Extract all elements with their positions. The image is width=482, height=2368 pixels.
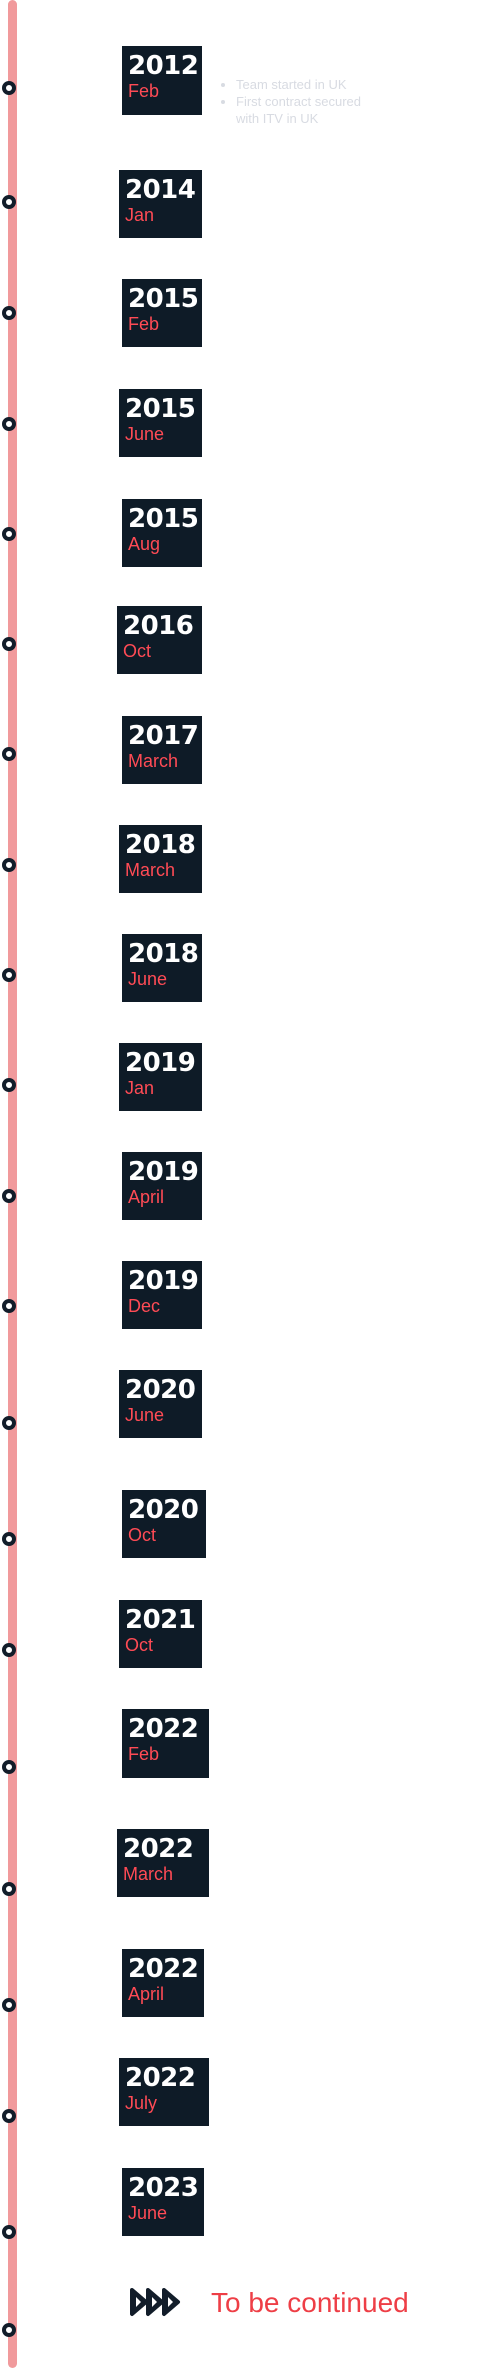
date-badge: 2018 June xyxy=(122,934,202,1002)
timeline-node xyxy=(2,1416,16,1430)
date-badge: 2022 Feb xyxy=(122,1709,209,1778)
to-be-continued-label: To be continued xyxy=(211,2287,409,2318)
date-badge: 2019 Jan xyxy=(119,1043,202,1111)
badge-year: 2019 xyxy=(125,1048,196,1078)
badge-month: Oct xyxy=(123,641,152,661)
badge-month: March xyxy=(125,860,176,880)
triple-play-arrows-icon xyxy=(130,2288,180,2316)
timeline-node xyxy=(2,968,16,982)
timeline-node xyxy=(2,1189,16,1203)
date-badge: 2015 Feb xyxy=(122,279,202,347)
milestone-note: First contract secured with ITV in UK xyxy=(236,93,386,127)
timeline-node xyxy=(2,1532,16,1546)
badge-month: July xyxy=(125,2093,158,2113)
badge-year: 2018 xyxy=(125,830,196,860)
date-badge: 2019 April xyxy=(122,1152,202,1220)
badge-year: 2021 xyxy=(125,1605,196,1635)
badge-month: Feb xyxy=(128,1744,160,1764)
badge-year: 2020 xyxy=(125,1375,196,1405)
badge-year: 2022 xyxy=(125,2063,196,2093)
badge-year: 2019 xyxy=(128,1266,199,1296)
badge-month: Aug xyxy=(128,534,161,554)
badge-month: Oct xyxy=(125,1635,154,1655)
badge-year: 2023 xyxy=(128,2173,199,2203)
badge-year: 2017 xyxy=(128,721,199,751)
milestone-notes: Team started in UK First contract secure… xyxy=(222,76,386,127)
timeline-node xyxy=(2,858,16,872)
date-badge: 2022 April xyxy=(122,1949,204,2017)
timeline-node xyxy=(2,81,16,95)
milestone-note: Team started in UK xyxy=(236,76,386,93)
date-badge: 2022 July xyxy=(119,2058,209,2126)
badge-month: March xyxy=(123,1864,174,1884)
timeline-node xyxy=(2,1760,16,1774)
timeline-node xyxy=(2,2323,16,2337)
timeline-node xyxy=(2,637,16,651)
badge-month: Oct xyxy=(128,1525,157,1545)
badge-month: June xyxy=(128,969,168,989)
timeline-node xyxy=(2,1078,16,1092)
badge-year: 2019 xyxy=(128,1157,199,1187)
badge-month: April xyxy=(128,1984,165,2004)
timeline-node xyxy=(2,747,16,761)
date-badge: 2020 June xyxy=(119,1370,202,1438)
date-badge: 2012 Feb xyxy=(122,46,202,115)
timeline-node xyxy=(2,1299,16,1313)
badge-year: 2015 xyxy=(128,504,199,534)
badge-year: 2022 xyxy=(128,1714,199,1744)
badge-month: Jan xyxy=(125,1078,155,1098)
timeline-node xyxy=(2,306,16,320)
date-badge: 2016 Oct xyxy=(117,606,202,674)
timeline-node xyxy=(2,1643,16,1657)
date-badge: 2015 Aug xyxy=(122,499,202,567)
badge-year: 2020 xyxy=(128,1495,199,1525)
date-badge: 2020 Oct xyxy=(122,1490,206,1558)
badge-month: Jan xyxy=(125,205,155,225)
badge-month: March xyxy=(128,751,179,771)
date-badge: 2015 June xyxy=(119,389,202,457)
badge-month: June xyxy=(125,424,165,444)
timeline-node xyxy=(2,2225,16,2239)
badge-month: Feb xyxy=(128,314,160,334)
badge-year: 2018 xyxy=(128,939,199,969)
date-badge: 2014 Jan xyxy=(119,170,202,238)
timeline-node xyxy=(2,417,16,431)
badge-month: April xyxy=(128,1187,165,1207)
date-badge: 2022 March xyxy=(117,1829,209,1897)
date-badge: 2018 March xyxy=(119,825,202,893)
badge-year: 2015 xyxy=(125,394,196,424)
badge-year: 2014 xyxy=(125,175,196,205)
date-badge: 2021 Oct xyxy=(119,1600,202,1668)
badge-year: 2016 xyxy=(123,611,194,641)
timeline-line xyxy=(8,0,17,2368)
badge-year: 2015 xyxy=(128,284,199,314)
timeline-node xyxy=(2,527,16,541)
date-badge: 2023 June xyxy=(122,2168,204,2236)
badge-month: Dec xyxy=(128,1296,161,1316)
badge-month: Feb xyxy=(128,81,160,101)
timeline-node xyxy=(2,1998,16,2012)
date-badge: 2017 March xyxy=(122,716,202,784)
timeline-node xyxy=(2,195,16,209)
timeline-node xyxy=(2,1882,16,1896)
badge-year: 2022 xyxy=(128,1954,199,1984)
badge-year: 2022 xyxy=(123,1834,194,1864)
badge-month: June xyxy=(125,1405,165,1425)
badge-month: June xyxy=(128,2203,168,2223)
badge-year: 2012 xyxy=(128,51,199,81)
timeline-node xyxy=(2,2109,16,2123)
date-badge: 2019 Dec xyxy=(122,1261,202,1329)
